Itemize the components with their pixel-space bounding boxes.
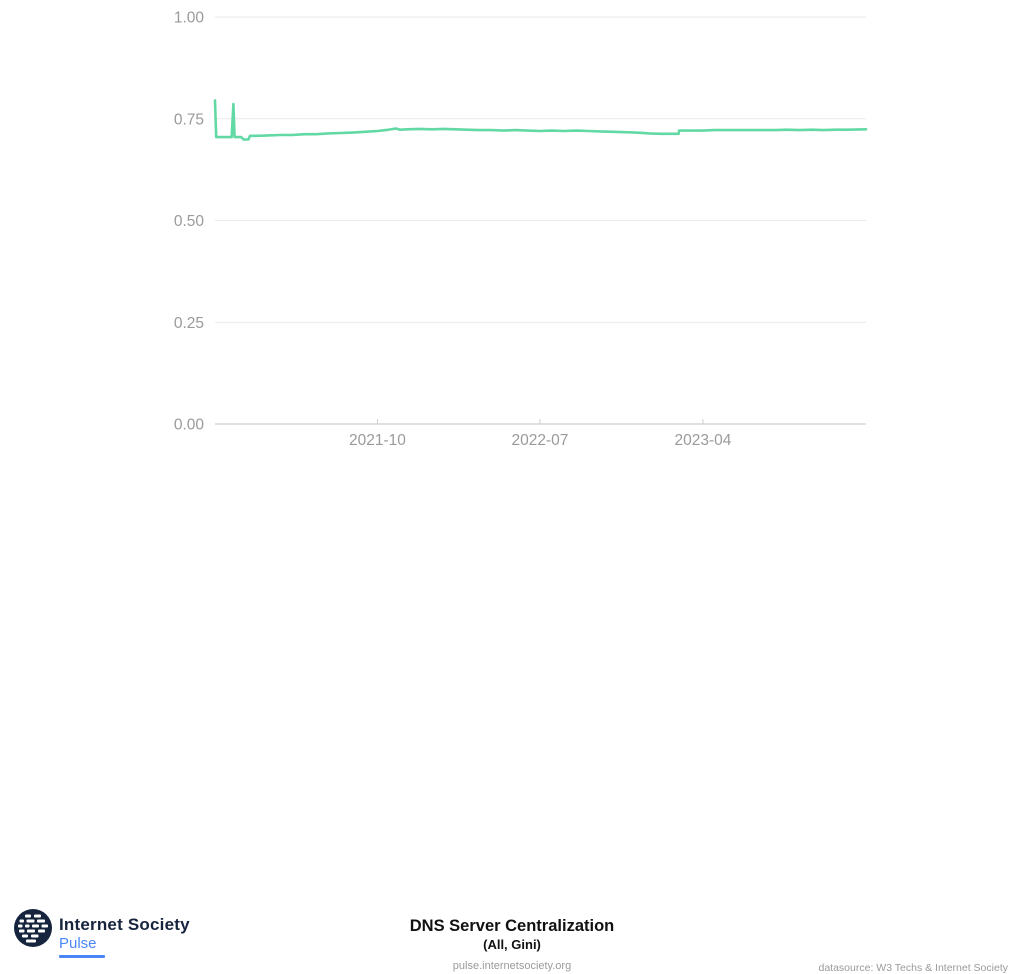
chart-canvas: 0.00 0.25 0.50 0.75 1.00 2021-10 2022-07 2023-0… xyxy=(174,10,868,449)
y-tick-label: 0.00 xyxy=(174,417,205,434)
x-tick-label: 2021-10 xyxy=(349,432,406,449)
y-tick-label: 0.50 xyxy=(174,213,205,230)
datasource-note: datasource: W3 Techs & Internet Society xyxy=(818,962,1009,974)
y-tick-label: 1.00 xyxy=(174,10,205,27)
x-tick-label: 2023-04 xyxy=(675,432,732,449)
gini-series-line xyxy=(213,99,868,141)
y-tick-label: 0.75 xyxy=(174,111,204,128)
chart-subtitle: (All, Gini) xyxy=(483,937,541,952)
chart-footer: Internet Society Pulse DNS Server Centra… xyxy=(0,452,1024,974)
gini-line-chart: 0.00 0.25 0.50 0.75 1.00 2021-10 2022-07 2023-0… xyxy=(0,0,1024,455)
x-tick-label: 2022-07 xyxy=(511,432,568,449)
chart-title: DNS Server Centralization xyxy=(409,917,615,935)
y-tick-label: 0.25 xyxy=(174,315,204,332)
